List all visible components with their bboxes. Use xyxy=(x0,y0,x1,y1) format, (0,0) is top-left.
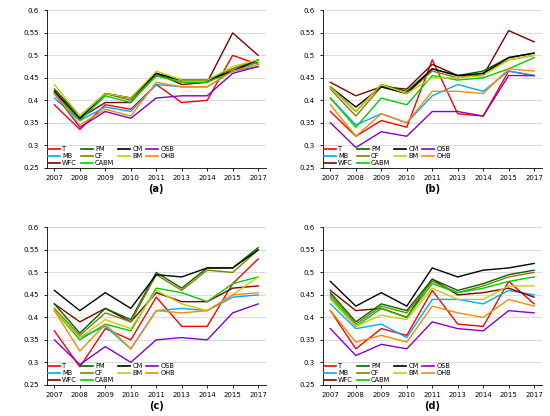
Legend: T, MB, WFC, PM, CF, CABM, CM, BM, OSB, OHB: T, MB, WFC, PM, CF, CABM, CM, BM, OSB, O… xyxy=(48,146,175,166)
Legend: T, MB, WFC, PM, CF, CABM, CM, BM, OSB, OHB: T, MB, WFC, PM, CF, CABM, CM, BM, OSB, O… xyxy=(324,364,451,384)
Legend: T, MB, WFC, PM, CF, CABM, CM, BM, OSB, OHB: T, MB, WFC, PM, CF, CABM, CM, BM, OSB, O… xyxy=(48,364,175,384)
X-axis label: (d): (d) xyxy=(424,401,440,411)
X-axis label: (b): (b) xyxy=(424,184,441,194)
X-axis label: (c): (c) xyxy=(149,401,164,411)
Legend: T, MB, WFC, PM, CF, CABM, CM, BM, OSB, OHB: T, MB, WFC, PM, CF, CABM, CM, BM, OSB, O… xyxy=(324,146,451,166)
X-axis label: (a): (a) xyxy=(148,184,164,194)
